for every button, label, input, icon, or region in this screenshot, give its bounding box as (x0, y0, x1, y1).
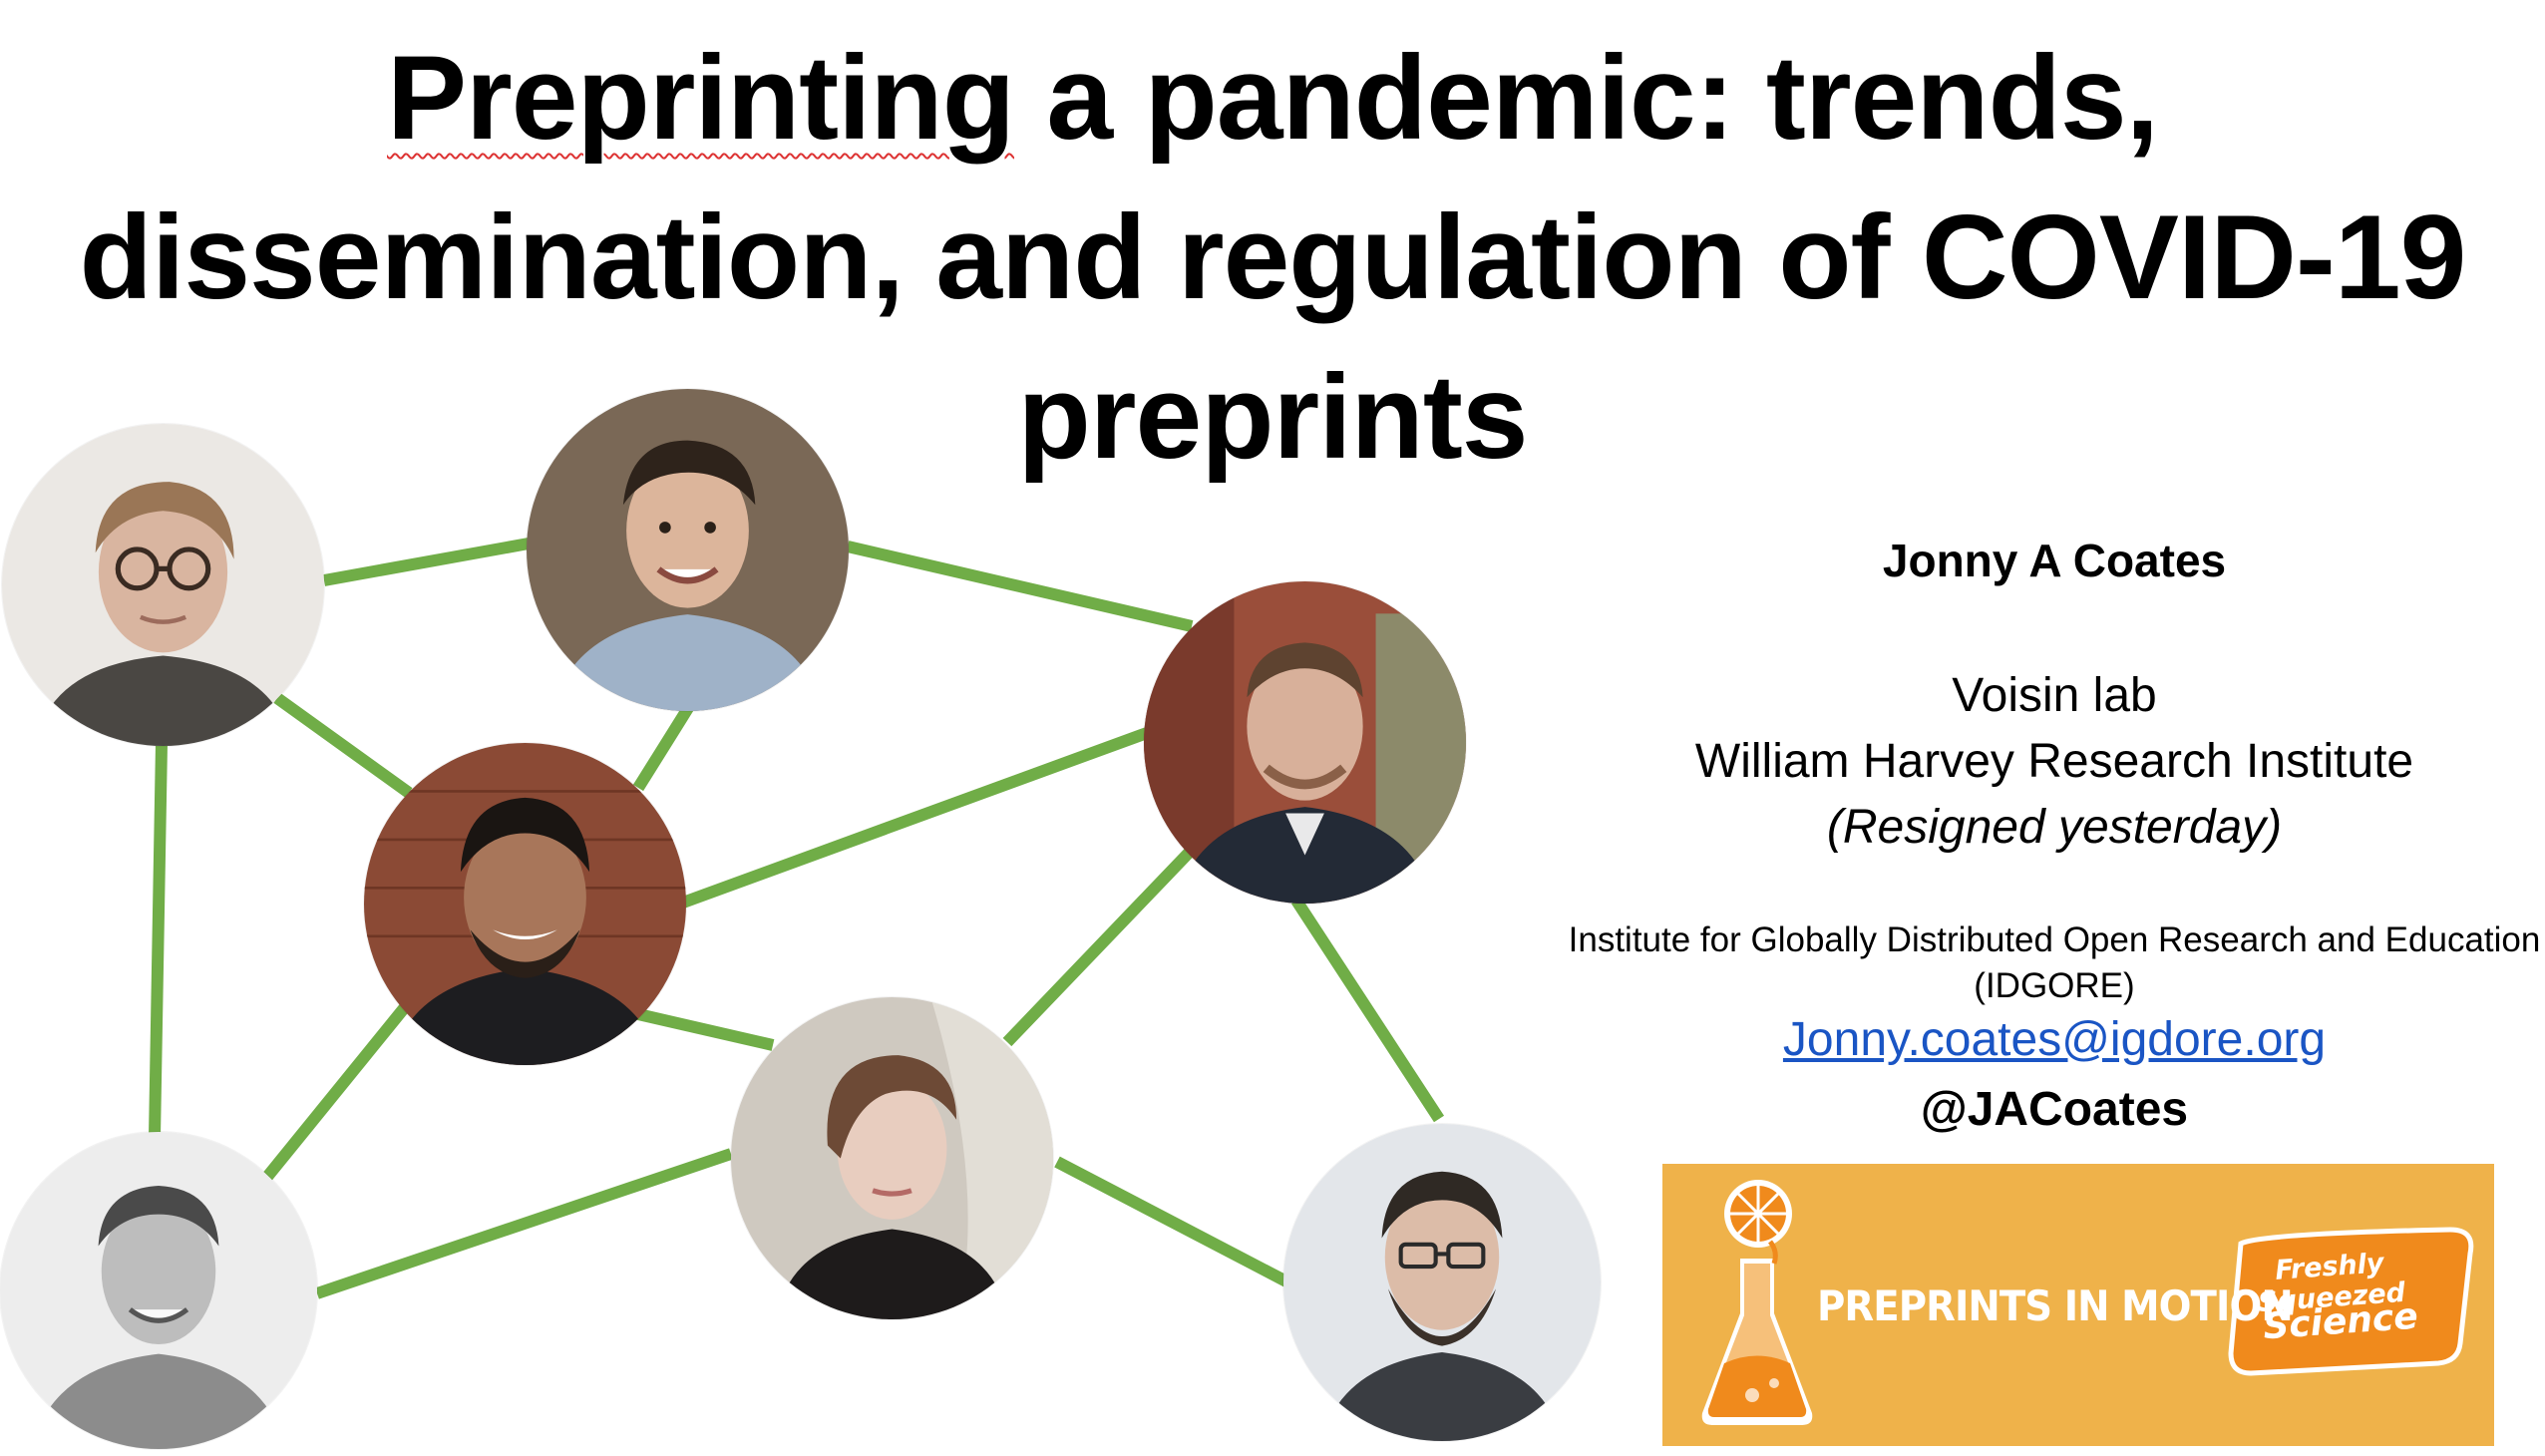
person-photo-3 (364, 743, 686, 1065)
network-edge (1002, 845, 1197, 1047)
banner-graphics (1701, 1180, 2474, 1425)
flask-icon (1701, 1240, 1813, 1425)
network-edge (1054, 1156, 1289, 1287)
network-edge (636, 1008, 775, 1051)
title-line-1-rest: a pandemic: trends, (1014, 31, 2159, 165)
title-line-3: preprints (1017, 350, 1528, 484)
network-edge (680, 727, 1150, 909)
network-edge (1290, 897, 1445, 1123)
affiliation-note: (Resigned yesterday) (1826, 801, 2283, 854)
portrait-photo-3 (364, 743, 686, 1065)
portrait-photo-6 (0, 1132, 317, 1449)
twitter-handle: @JACoates (1920, 1083, 2189, 1136)
organization-abbrev: (IDGORE) (1974, 966, 2135, 1005)
person-photo-1 (2, 424, 324, 746)
network-edge (149, 742, 168, 1138)
title-line-1: Preprinting a pandemic: trends, (0, 18, 2545, 178)
preprints-in-motion-banner: PREPRINTS IN MOTION Freshly Squeezed Sci… (1662, 1164, 2494, 1446)
title-line-2: dissemination, and regulation of COVID-1… (79, 190, 2467, 324)
portrait-photo-5 (731, 997, 1053, 1319)
network-edge (273, 693, 413, 798)
orange-slice-icon (1724, 1180, 1792, 1248)
slide-title: Preprinting a pandemic: trends, dissemin… (0, 18, 2545, 497)
person-photo-2 (527, 389, 849, 711)
institute-name: William Harvey Research Institute (1694, 735, 2414, 788)
title-spellcheck-word: Preprinting (387, 31, 1015, 165)
person-photo-6 (0, 1132, 317, 1449)
network-edge (846, 541, 1194, 632)
lab-name: Voisin lab (1952, 669, 2157, 722)
network-edge (315, 1148, 733, 1299)
portrait-photo-4 (1144, 581, 1466, 904)
author-name: Jonny A Coates (1882, 535, 2227, 586)
portrait-photo-7 (1283, 1124, 1601, 1441)
network-edge (262, 998, 414, 1181)
badge-frame (2228, 1227, 2474, 1376)
person-photo-5 (731, 997, 1053, 1319)
person-photo-7 (1283, 1124, 1601, 1441)
network-edge (632, 704, 694, 792)
portrait-photo-2 (527, 389, 849, 711)
email-link[interactable]: Jonny.coates@igdore.org (1782, 1013, 2327, 1066)
affiliation-block: Voisin lab William Harvey Research Insti… (1556, 663, 2545, 861)
person-photo-4 (1144, 581, 1466, 904)
organization-name: Institute for Globally Distributed Open … (1568, 920, 2541, 959)
network-edge (322, 538, 531, 586)
organization-block: Institute for Globally Distributed Open … (1556, 917, 2545, 1009)
portrait-photo-1 (2, 424, 324, 746)
banner-title: PREPRINTS IN MOTION (1817, 1281, 2294, 1330)
